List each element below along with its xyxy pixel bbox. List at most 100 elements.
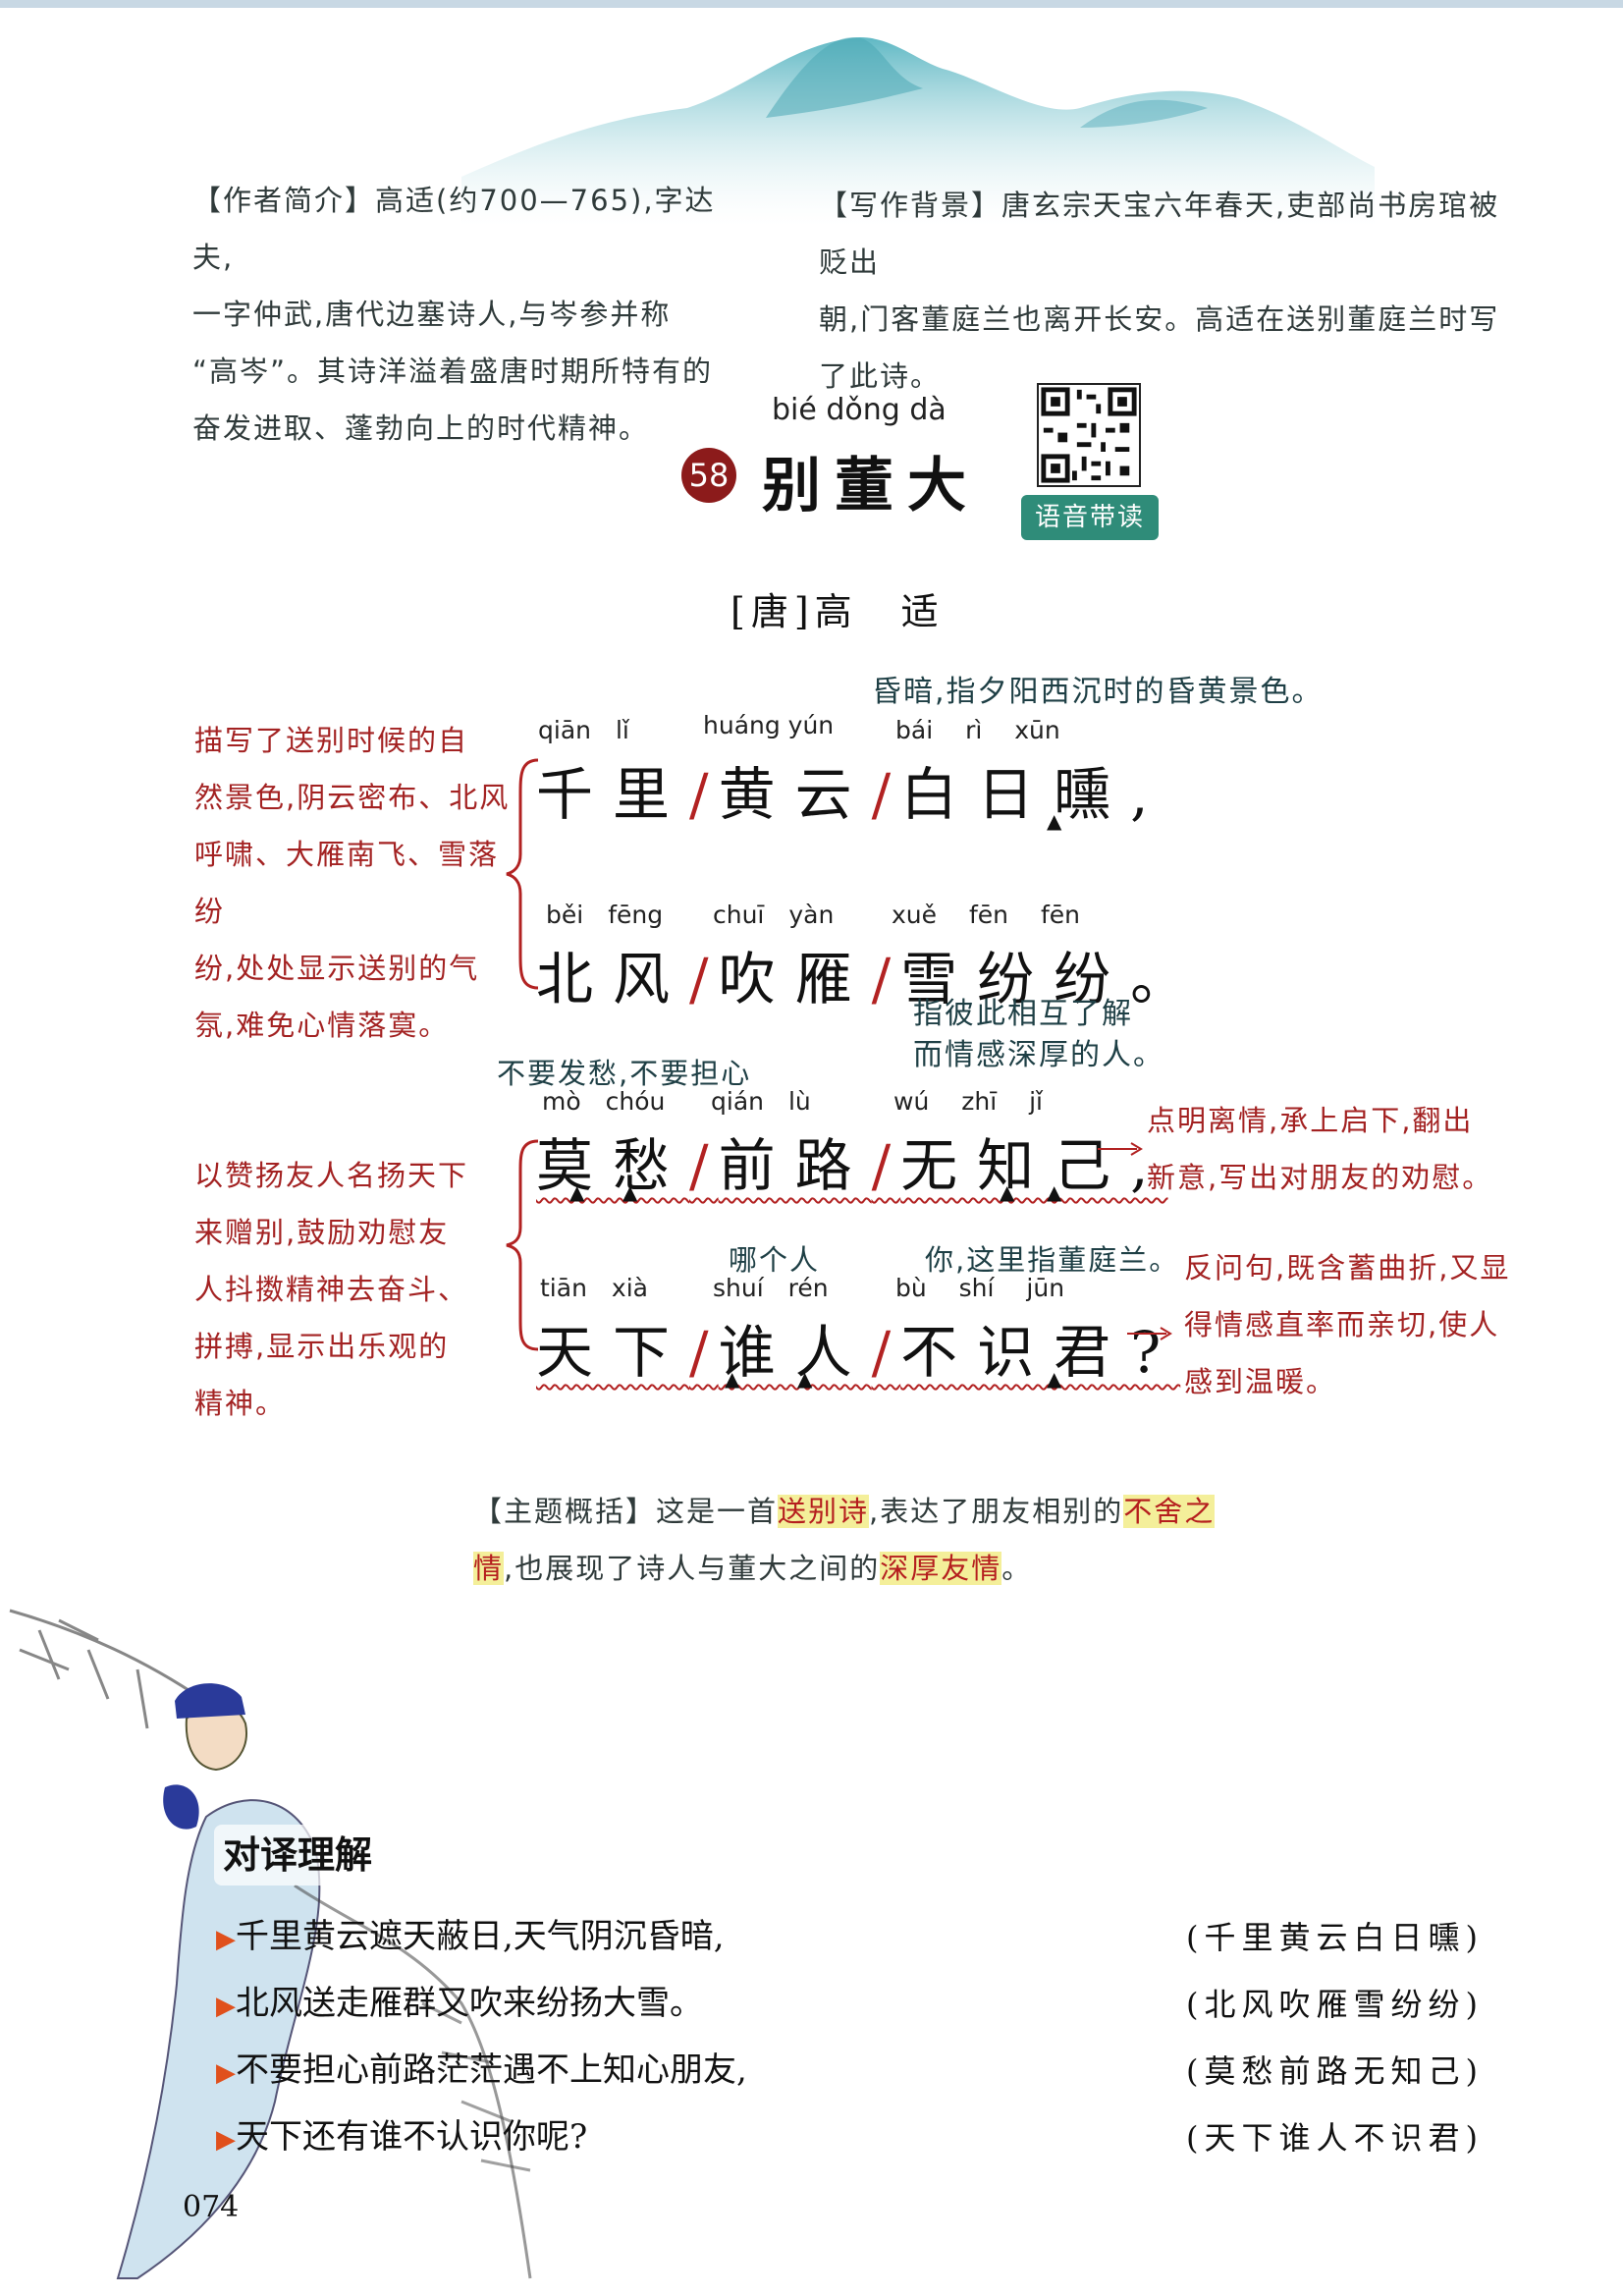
theme-keyword: 不舍之 [1123, 1495, 1216, 1528]
note-line: 感到温暖。 [1184, 1365, 1337, 1398]
poem-word: 天下 [536, 1319, 690, 1386]
translation-item: ▶千里黄云遮天蔽日,天气阴沉昏暗, [216, 1909, 725, 1957]
pinyin-4a: tiān xià [540, 1274, 648, 1302]
note-line: 新意,写出对朋友的劝慰。 [1147, 1161, 1493, 1194]
separator: / [689, 761, 719, 828]
annotation-jun: 你,这里指董庭兰。 [925, 1243, 1180, 1277]
pinyin-3b: qián lù [711, 1087, 811, 1116]
triangle-icon: ▶ [216, 1925, 236, 1954]
pinyin-4c: bù shí jūn [895, 1274, 1065, 1302]
note-line: 呼啸、大雁南飞、雪落纷 [194, 838, 500, 928]
separator: / [871, 1132, 901, 1199]
separator: / [871, 761, 901, 828]
pinyin-1a: qiān lǐ [538, 716, 629, 744]
pinyin-2c: xuě fēn fēn [892, 901, 1080, 929]
translation-ref: (莫愁前路无知己) [1186, 2052, 1484, 2090]
poem-title: 别董大 [762, 452, 980, 520]
note-line: 拼搏,显示出乐观的 [194, 1330, 450, 1363]
separator: / [871, 1319, 901, 1386]
pinyin-2a: běi fēng [546, 901, 664, 929]
translation-text: 天下还有谁不认识你呢? [236, 2117, 588, 2157]
poem-line-3: 莫愁/前路/无知己, [536, 1120, 1168, 1202]
poem-word: 北风 [536, 946, 690, 1012]
note-line: 得情感直率而亲切,使人 [1184, 1308, 1500, 1341]
note-line: 来赠别,鼓励劝慰友 [194, 1216, 450, 1249]
title-pinyin: bié dǒng dà [772, 393, 947, 427]
emphasis-dot: ▲ [622, 1180, 638, 1204]
right-note-bottom: 反问句,既含蓄曲折,又显 得情感直率而亲切,使人 感到温暖。 [1184, 1239, 1606, 1410]
emphasis-dot: ▲ [1047, 809, 1062, 833]
poem-line-2: 北风/吹雁/雪纷纷。 [536, 933, 1207, 1015]
right-note-top: 点明离情,承上启下,翻出 新意,写出对朋友的劝慰。 [1147, 1092, 1608, 1206]
poem-word: 黄云 [718, 761, 872, 828]
voice-read-button[interactable]: 语音带读 [1021, 495, 1159, 540]
top-border [0, 0, 1623, 8]
page-number: 074 [183, 2190, 240, 2224]
poem-line-1: 千里/黄云/白日曛, [536, 748, 1168, 831]
emphasis-dot: ▲ [1000, 1180, 1015, 1204]
pinyin-1c: bái rì xūn [895, 716, 1060, 744]
emphasis-dot: ▲ [725, 1367, 740, 1391]
emphasis-dot: ▲ [797, 1367, 813, 1391]
emphasis-dot: ▲ [1047, 1367, 1062, 1391]
note-line: 指彼此相互了解 [913, 997, 1133, 1031]
background-line: 了此诗。 [819, 359, 942, 393]
writing-background: 【写作背景】唐玄宗天宝六年春天,吏部尚书房琯被贬出 朝,门客董庭兰也离开长安。高… [819, 177, 1526, 405]
arrow-right-icon [1127, 1327, 1172, 1340]
note-line: 精神。 [194, 1387, 287, 1420]
translation-item: ▶不要担心前路茫茫遇不上知心朋友, [216, 2043, 747, 2091]
translation-heading: 对译理解 [214, 1825, 381, 1886]
pinyin-3a: mò chóu [542, 1087, 666, 1116]
theme-keyword: 深厚友情 [880, 1552, 1002, 1585]
annotation-mochou: 不要发愁,不要担心 [497, 1057, 752, 1090]
background-line: 【写作背景】唐玄宗天宝六年春天,吏部尚书房琯被贬出 [819, 189, 1500, 279]
triangle-icon: ▶ [216, 2125, 236, 2155]
background-line: 朝,门客董庭兰也离开长安。高适在送别董庭兰时写 [819, 302, 1500, 336]
pinyin-2b: chuī yàn [713, 901, 835, 929]
poem-word: 吹雁 [718, 946, 872, 1012]
poem-phrase-wavy: 天下/谁人/不识君? [536, 1319, 1180, 1386]
poem-author: [唐]高 适 [730, 590, 945, 633]
annotation-shuiren: 哪个人 [729, 1243, 821, 1277]
note-line: 纷,处处显示送别的气 [194, 952, 480, 985]
author-intro-line: 一字仲武,唐代边塞诗人,与岑参并称 [192, 298, 672, 331]
pinyin-1b: huáng yún [703, 711, 835, 739]
emphasis-dot: ▲ [569, 1180, 585, 1204]
author-intro-line: “高岑”。其诗洋溢着盛唐时期所特有的 [192, 355, 714, 388]
theme-keyword: 送别诗 [778, 1495, 870, 1528]
poem-word: 前路 [718, 1132, 872, 1199]
translation-ref: (北风吹雁雪纷纷) [1186, 1986, 1484, 2023]
left-note-top: 描写了送别时候的自 然景色,阴云密布、北风 呼啸、大雁南飞、雪落纷 纷,处处显示… [194, 712, 518, 1054]
arrow-right-icon [1098, 1142, 1143, 1156]
poem-word: 无知己, [900, 1132, 1168, 1199]
theme-text: 。 [1001, 1552, 1033, 1585]
translation-item: ▶北风送走雁群又吹来纷扬大雪。 [216, 1976, 703, 2024]
mountain-illustration [461, 36, 1375, 226]
translation-text: 北风送走雁群又吹来纷扬大雪。 [236, 1984, 703, 2023]
note-line: 点明离情,承上启下,翻出 [1147, 1104, 1474, 1137]
note-line: 然景色,阴云密布、北风 [194, 781, 511, 814]
brace-bottom [506, 1139, 539, 1351]
note-line: 而情感深厚的人。 [913, 1038, 1164, 1072]
triangle-icon: ▶ [216, 2058, 236, 2088]
poem-word: 谁人 [718, 1319, 872, 1386]
note-line: 人抖擞精神去奋斗、 [194, 1273, 469, 1306]
translation-text: 千里黄云遮天蔽日,天气阴沉昏暗, [236, 1917, 725, 1956]
triangle-icon: ▶ [216, 1992, 236, 2021]
note-line: 以赞扬友人名扬天下 [194, 1159, 469, 1192]
author-intro-line: 【作者简介】高适(约700—765),字达夫, [192, 184, 716, 274]
theme-text: ,表达了朋友相别的 [869, 1495, 1124, 1528]
poem-word: 雪纷纷。 [900, 946, 1208, 1012]
emphasis-dot: ▲ [1047, 1180, 1062, 1204]
note-line: 描写了送别时候的自 [194, 724, 469, 757]
separator: / [689, 1132, 719, 1199]
note-line: 氛,难免心情落寞。 [194, 1009, 450, 1042]
qr-code-icon[interactable] [1037, 383, 1141, 487]
pinyin-4b: shuí rén [713, 1274, 829, 1302]
poem-word: 不识君? [900, 1319, 1181, 1386]
translation-ref: (天下谁人不识君) [1186, 2119, 1484, 2157]
poem-word: 白日曛, [900, 761, 1168, 828]
left-note-bottom: 以赞扬友人名扬天下 来赠别,鼓励劝慰友 人抖擞精神去奋斗、 拼搏,显示出乐观的 … [194, 1147, 499, 1432]
translation-text: 不要担心前路茫茫遇不上知心朋友, [236, 2050, 747, 2090]
poem-line-4: 天下/谁人/不识君? [536, 1306, 1180, 1389]
